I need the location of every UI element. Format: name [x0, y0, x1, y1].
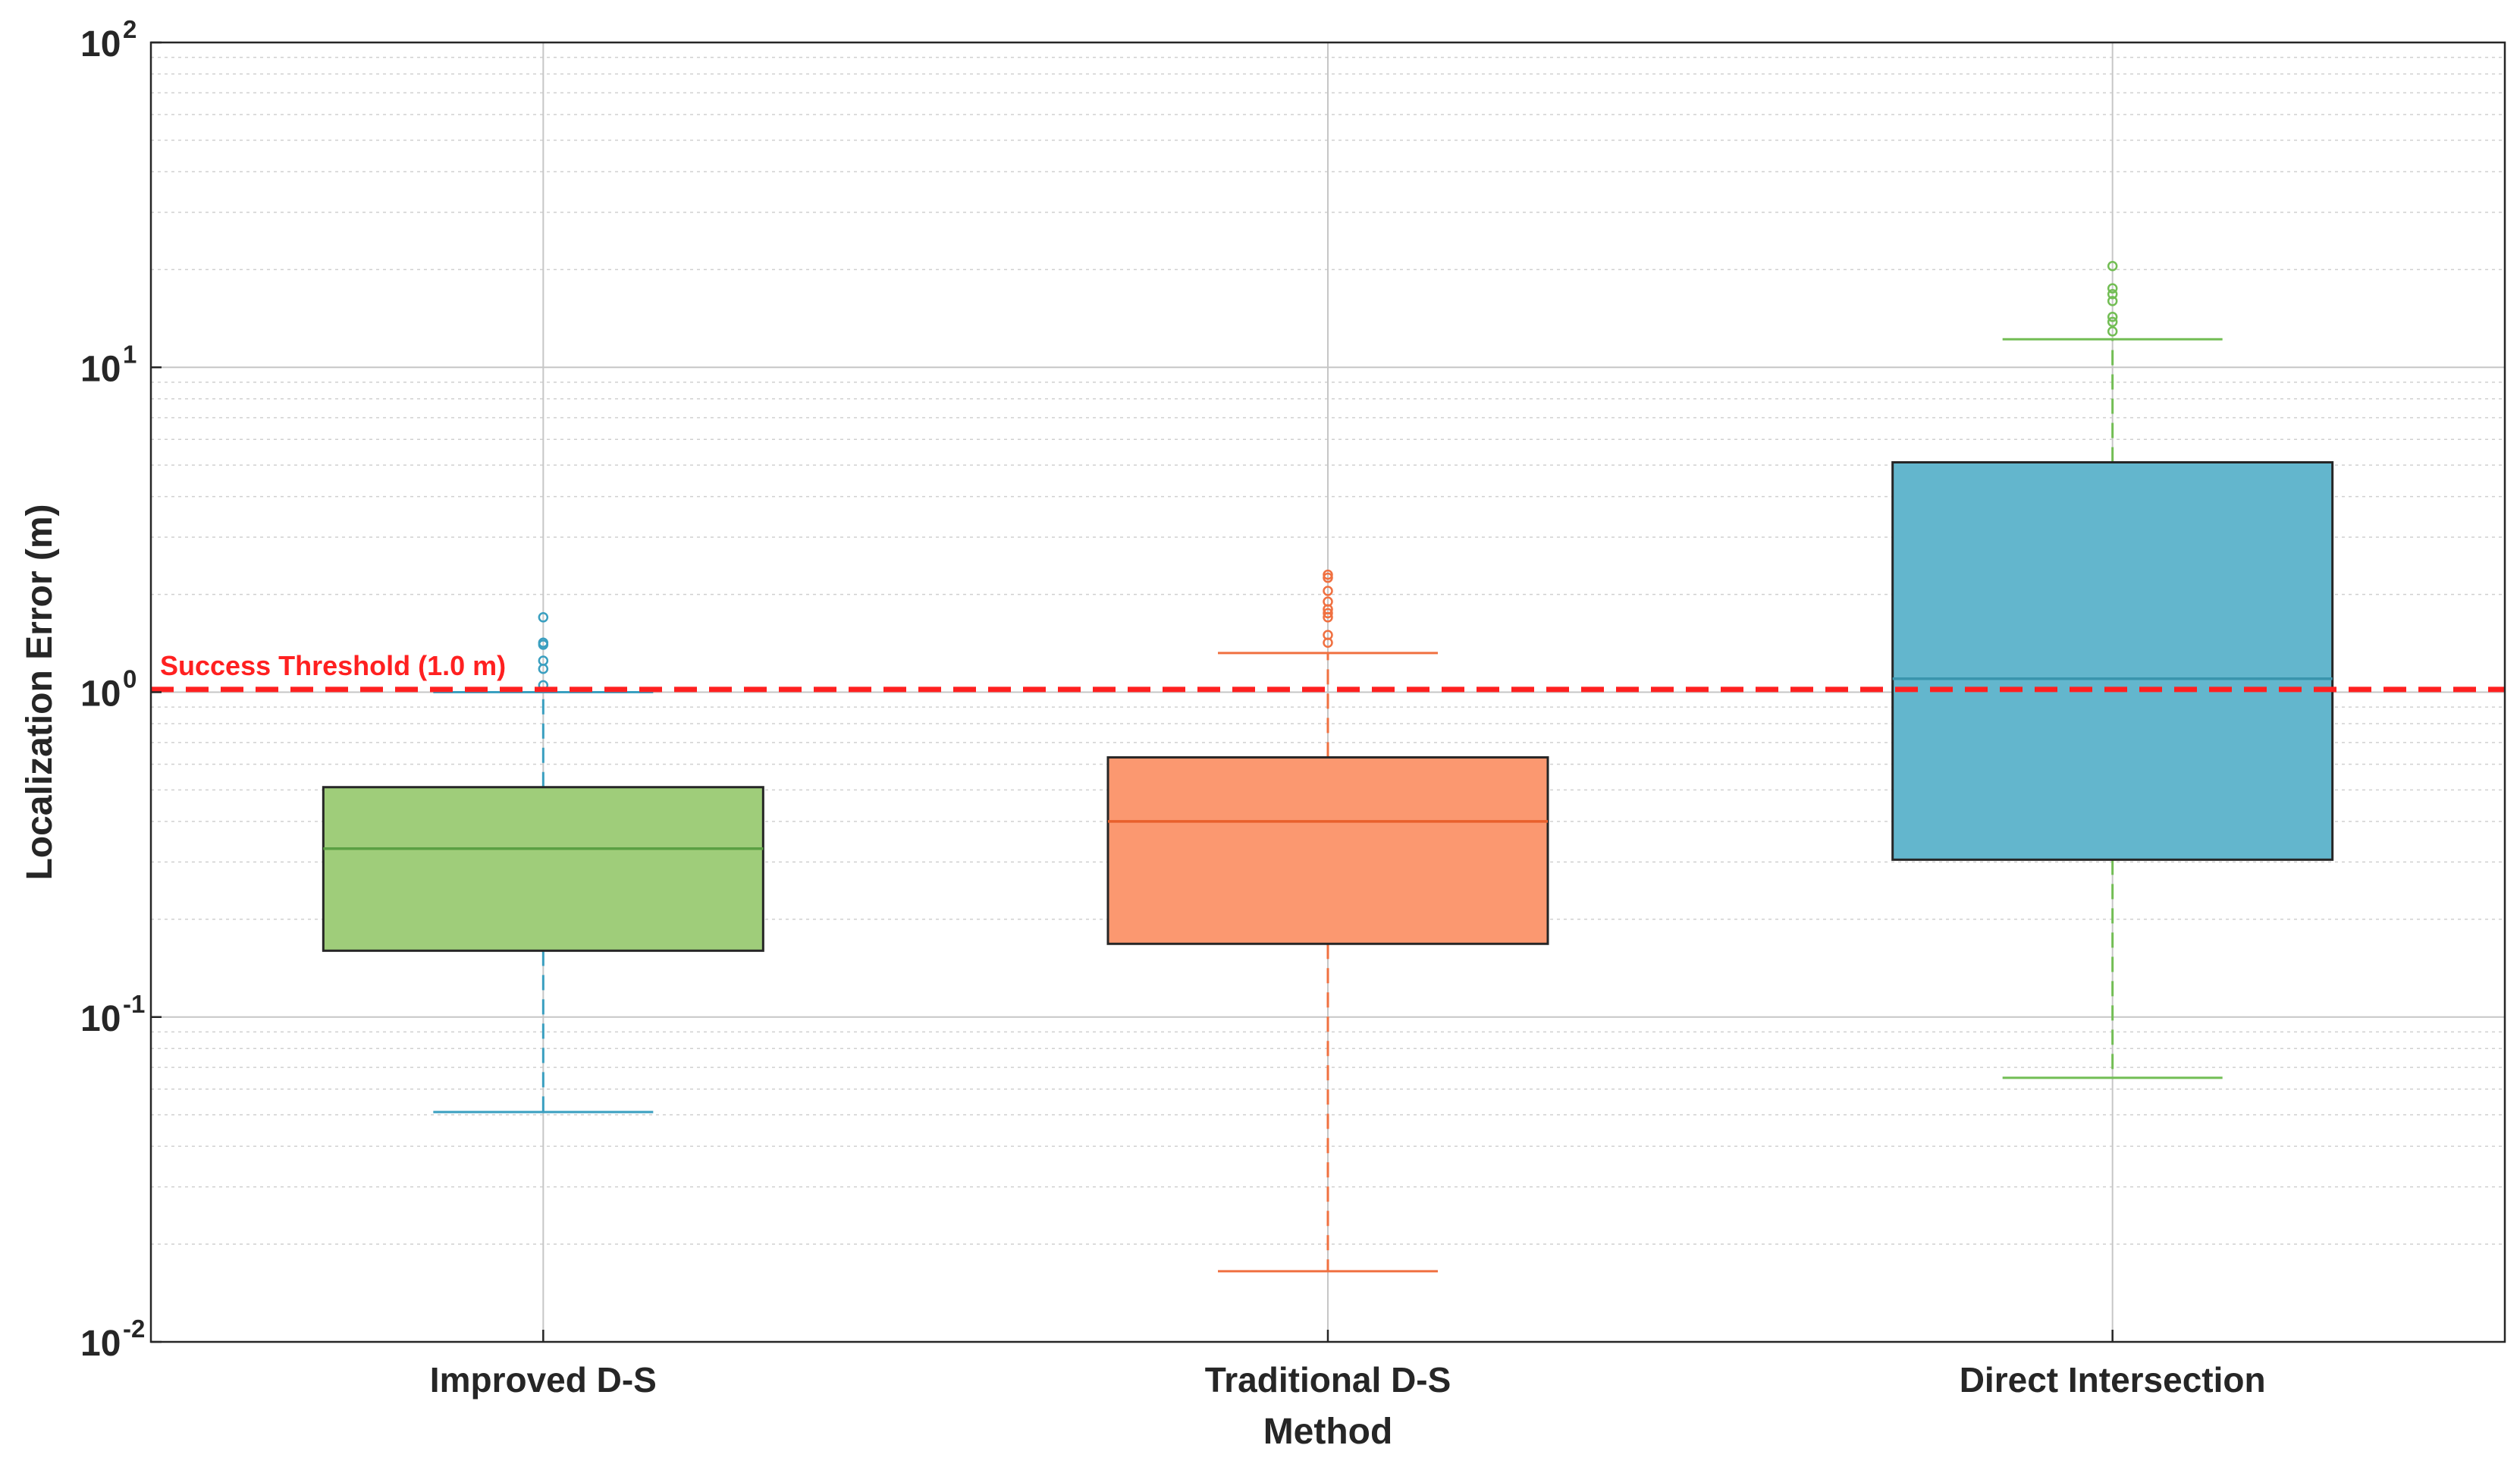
y-tick-exponent: -2 [123, 1315, 145, 1343]
outlier-point [1323, 596, 1333, 607]
y-axis-title: Localization Error (m) [20, 504, 60, 880]
x-tick-label: Direct Intersection [1960, 1360, 2266, 1400]
outlier-point [1323, 630, 1333, 640]
y-tick-label: 10 [80, 24, 121, 64]
y-tick-label: 10 [80, 999, 121, 1039]
box-group [322, 612, 764, 1114]
outlier-point [1323, 572, 1333, 583]
threshold-label: Success Threshold (1.0 m) [160, 650, 506, 681]
box-group [1891, 260, 2334, 1079]
outlier-point [2107, 260, 2118, 272]
x-axis-ticks: Improved D-S Traditional D-S Direct Inters… [430, 1330, 2266, 1400]
threshold-group: Success Threshold (1.0 m) [151, 650, 2505, 693]
x-tick-label: Improved D-S [430, 1360, 657, 1400]
y-tick-exponent: 2 [123, 15, 137, 43]
outlier-point [2107, 316, 2118, 328]
box-series [322, 260, 2334, 1273]
iqr-box [1106, 756, 1549, 945]
iqr-box [322, 786, 764, 952]
outlier-point [2107, 326, 2118, 337]
x-axis-title: Method [1263, 1412, 1393, 1452]
outlier-point [538, 637, 549, 649]
outlier-point [538, 612, 549, 623]
y-tick-label: 10 [80, 349, 121, 389]
box-group [1106, 569, 1549, 1273]
outlier-point [1323, 586, 1333, 596]
y-tick-exponent: 0 [123, 665, 137, 693]
outlier-point [2107, 311, 2118, 322]
outlier-point [2107, 283, 2118, 294]
outlier-point [1323, 569, 1333, 580]
iqr-box [1891, 460, 2334, 861]
outlier-point [2107, 289, 2118, 300]
y-tick-label: 10 [80, 1324, 121, 1364]
outlier-point [1323, 608, 1333, 619]
x-tick-label: Traditional D-S [1205, 1360, 1451, 1400]
y-tick-exponent: -1 [123, 990, 145, 1018]
outlier-point [538, 655, 549, 666]
outlier-point [2107, 296, 2118, 306]
y-tick-exponent: 1 [123, 340, 137, 368]
y-tick-label: 10 [80, 674, 121, 715]
